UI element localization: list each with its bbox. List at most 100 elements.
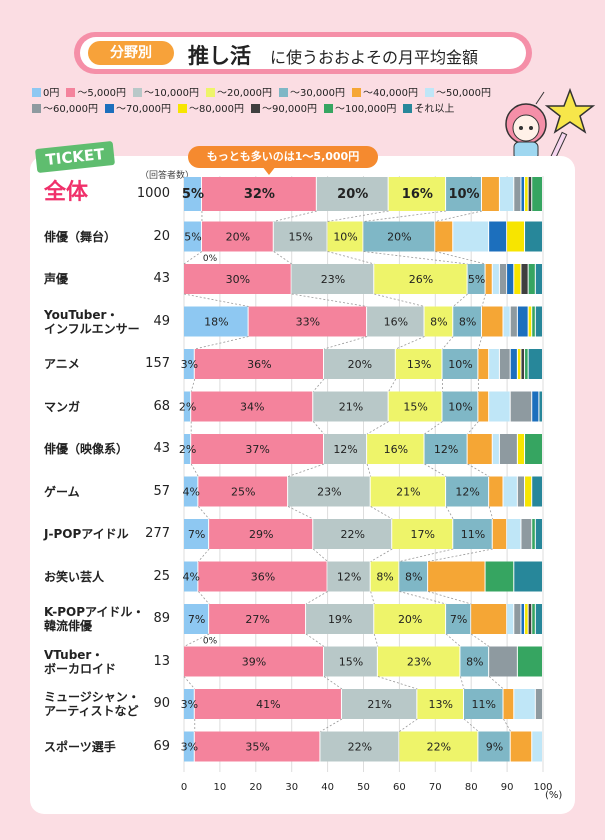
data-label: 21%	[367, 698, 391, 711]
bar-segment	[291, 264, 374, 294]
bar-segment	[517, 349, 521, 379]
data-label: 26%	[409, 273, 433, 286]
bar-segment	[248, 306, 367, 337]
respondent-count: 68	[153, 398, 170, 414]
connector-line	[377, 676, 418, 690]
connector-line	[470, 633, 490, 647]
category-label: 俳優（舞台）	[44, 229, 117, 244]
legend-label: ～80,000円	[189, 104, 244, 115]
category-label: ミュージシャン・ アーティストなど	[44, 690, 140, 718]
respondent-count: 57	[153, 483, 170, 499]
connector-line	[183, 251, 203, 265]
legend-item: ～20,000円	[206, 86, 272, 102]
connector-line	[323, 336, 368, 350]
bar-segment	[521, 177, 525, 211]
bar-segment	[324, 434, 367, 464]
bar-segment	[184, 221, 201, 252]
category-label: マンガ	[44, 399, 81, 414]
bar-segment	[184, 731, 194, 762]
respondent-count: 157	[145, 356, 170, 371]
connector-line	[424, 421, 443, 435]
bar-segment	[492, 434, 499, 464]
bar-segment	[517, 476, 525, 507]
connector-line	[194, 336, 249, 350]
bar-segment	[417, 689, 464, 719]
bar-segment	[370, 476, 446, 507]
x-tick-label: 20	[249, 782, 262, 793]
legend-swatch	[105, 104, 114, 113]
connector-line	[467, 463, 490, 477]
connector-line	[424, 463, 447, 477]
bar-segment	[489, 646, 517, 677]
respondent-count: 43	[153, 271, 170, 286]
callout-bubble: もっとも多いのは1～5,000円	[188, 146, 378, 168]
bar-segment	[306, 604, 374, 634]
bar-segment	[453, 221, 489, 252]
data-label: 23%	[321, 273, 345, 286]
data-label: 4%	[182, 571, 199, 584]
legend-swatch	[324, 104, 333, 113]
category-label: J-POPアイドル	[44, 527, 129, 541]
data-label: 8%	[466, 656, 483, 669]
bar-segment	[510, 731, 532, 762]
bar-segment	[535, 689, 542, 719]
connector-line	[363, 210, 447, 222]
title-badge: 分野別	[88, 41, 174, 65]
data-label: 7%	[188, 613, 205, 626]
bar-segment	[532, 604, 535, 634]
bar-segment	[194, 349, 324, 379]
connector-line	[399, 591, 447, 605]
data-label: 22%	[348, 741, 372, 754]
connector-line	[452, 293, 468, 307]
data-label: 12%	[337, 571, 361, 584]
x-tick-label: 10	[214, 782, 227, 793]
bar-segment	[399, 731, 478, 762]
bar-segment	[313, 391, 388, 422]
category-label: 俳優（映像系）	[44, 442, 129, 456]
bar-segment	[532, 306, 535, 337]
data-label: 3%	[181, 698, 198, 711]
title-rest: に使うおおよその月平均金額	[270, 48, 479, 67]
bar-segment	[478, 349, 489, 379]
connector-line	[395, 336, 425, 350]
legend-item: ～70,000円	[105, 102, 171, 118]
x-tick-label: 40	[321, 782, 334, 793]
legend-swatch	[32, 88, 41, 97]
category-label: K-POPアイドル・ 韓流俳優	[44, 605, 145, 633]
data-label: 10%	[333, 231, 357, 244]
data-label: 8%	[459, 316, 476, 329]
connector-line	[198, 591, 210, 605]
data-label: 10%	[448, 187, 479, 202]
data-label: 2%	[179, 401, 196, 414]
connector-line	[435, 251, 486, 265]
data-label: 20%	[387, 231, 411, 244]
legend-swatch	[206, 88, 216, 97]
bar-segment	[535, 306, 542, 337]
data-label: 15%	[288, 231, 312, 244]
bar-segment	[467, 264, 485, 294]
connector-line	[435, 210, 483, 222]
bar-segment	[428, 561, 485, 592]
bar-segment	[388, 391, 442, 422]
connector-line	[445, 506, 454, 520]
bar-segment	[507, 221, 525, 252]
bar-segment	[517, 434, 525, 464]
legend-swatch	[352, 88, 362, 97]
respondent-count: 90	[153, 696, 170, 711]
bar-segment	[324, 349, 395, 379]
legend-item: ～10,000円	[133, 86, 199, 102]
bar-segment	[499, 434, 517, 464]
bar-segment	[198, 476, 288, 507]
bar-segment	[184, 434, 191, 464]
bar-segment	[198, 561, 327, 592]
connector-line	[460, 676, 465, 690]
legend-label: ～100,000円	[335, 104, 397, 115]
connector-line	[370, 591, 375, 605]
data-label: 23%	[317, 486, 341, 499]
bar-segment	[539, 391, 542, 422]
legend-swatch	[32, 104, 41, 113]
data-label: 4%	[182, 486, 199, 499]
respondent-count: 1000	[136, 186, 170, 201]
bar-segment	[367, 434, 424, 464]
bar-segment	[201, 221, 273, 252]
